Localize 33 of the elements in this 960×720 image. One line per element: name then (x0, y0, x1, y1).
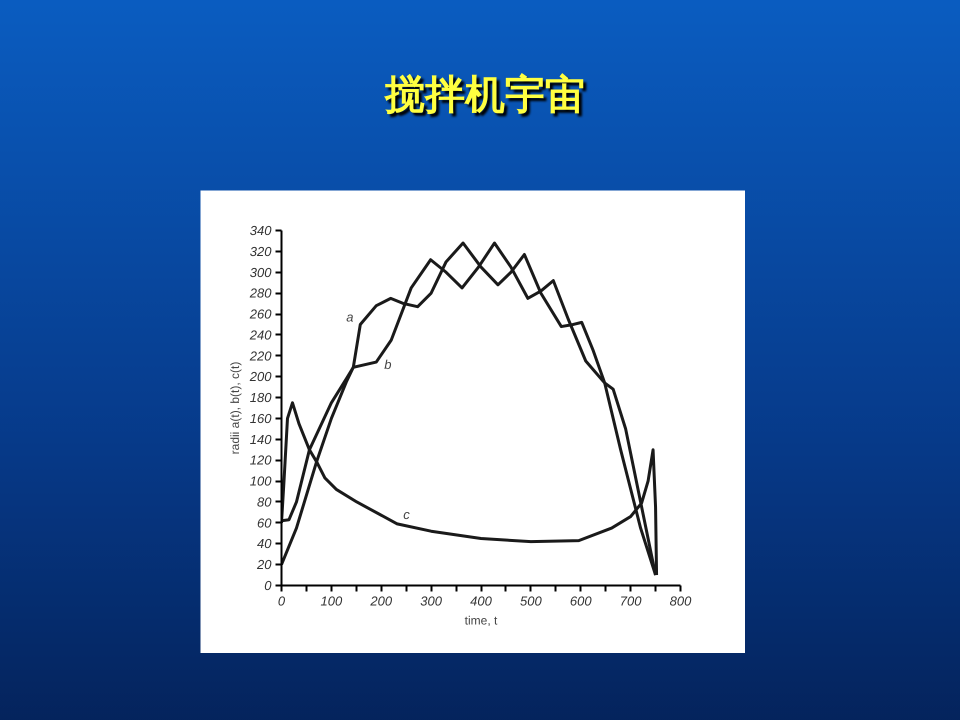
y-tick-label: 340 (250, 223, 272, 238)
y-tick-label: 240 (248, 327, 272, 342)
x-tick-label: 100 (320, 594, 343, 608)
x-tick-label: 800 (670, 594, 692, 608)
x-tick-label: 400 (470, 594, 493, 608)
x-tick-label: 0 (278, 594, 286, 608)
y-tick-label: 180 (250, 390, 272, 406)
x-tick-label: 300 (420, 594, 443, 608)
y-tick-label: 320 (250, 244, 272, 259)
y-tick-label: 200 (248, 369, 272, 384)
y-tick-label: 220 (248, 348, 272, 364)
y-tick-label: 100 (250, 474, 272, 489)
series-label: a (346, 309, 354, 324)
chart-title: 搅拌机宇宙 (385, 72, 585, 119)
y-tick-label: 120 (250, 452, 272, 468)
y-tick-label: 40 (257, 536, 272, 552)
x-axis-title: time, t (464, 614, 498, 628)
x-tick-label: 200 (369, 594, 393, 608)
y-tick-label: 260 (248, 306, 272, 322)
series-label: c (403, 506, 410, 522)
y-tick-label: 160 (250, 410, 272, 426)
y-tick-label: 140 (250, 432, 272, 447)
x-tick-label: 500 (520, 594, 542, 608)
y-tick-label: 0 (264, 578, 272, 593)
y-tick-label: 20 (256, 557, 272, 572)
x-tick-label: 700 (620, 594, 642, 608)
y-tick-label: 60 (257, 515, 272, 530)
series-label: b (384, 357, 392, 372)
y-tick-label: 300 (250, 264, 272, 280)
x-tick-label: 600 (570, 594, 592, 608)
y-tick-label: 80 (257, 494, 272, 510)
y-axis-title: radii a(t), b(t), c(t) (228, 362, 242, 454)
y-tick-label: 280 (248, 286, 272, 301)
